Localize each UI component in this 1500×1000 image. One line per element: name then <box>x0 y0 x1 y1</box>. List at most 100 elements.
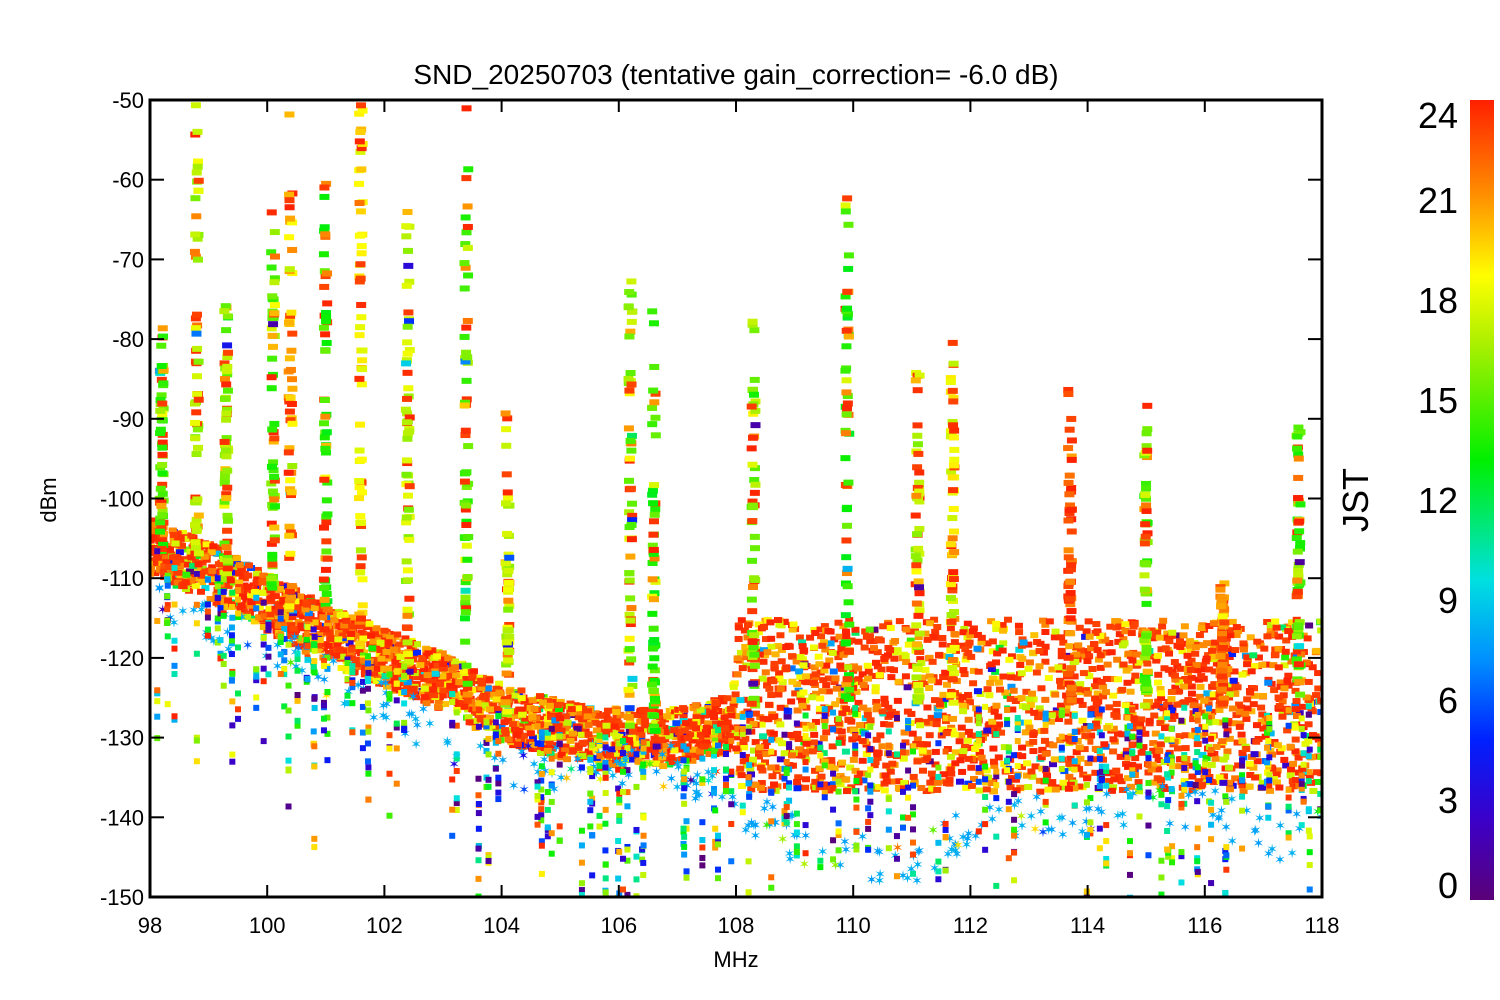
peak-point <box>747 638 758 645</box>
noise-floor-point <box>1179 632 1188 639</box>
peak-point <box>840 202 851 209</box>
noise-floor-point <box>1199 642 1208 649</box>
low-outlier-point: ✶ <box>729 797 741 813</box>
noise-floor-point <box>816 695 825 702</box>
noise-floor-point <box>963 737 972 744</box>
peak-point <box>1063 479 1074 486</box>
noise-floor-point <box>1021 729 1030 736</box>
noise-floor-point <box>1234 762 1243 769</box>
noise-floor-point <box>405 675 414 682</box>
noise-floor-point <box>1094 656 1103 663</box>
peak-point <box>287 219 298 226</box>
low-outlier-point: ✶ <box>984 800 996 816</box>
noise-floor-point <box>901 739 910 746</box>
peak-point <box>266 325 277 332</box>
peak-point <box>843 479 854 486</box>
peak-point <box>750 407 761 414</box>
low-outlier-point: ✶ <box>740 823 752 839</box>
peak-point <box>914 590 925 597</box>
noise-floor-point <box>1072 651 1081 658</box>
noise-floor-point <box>1047 712 1056 719</box>
noise-floor-point <box>1207 761 1216 768</box>
noise-floor-point <box>176 542 185 549</box>
noise-floor-point <box>1225 691 1234 698</box>
low-outlier-point: ✶ <box>1031 790 1043 806</box>
noise-floor-point <box>1036 711 1045 718</box>
peak-point <box>1065 502 1076 509</box>
peak-point <box>192 235 203 242</box>
peak-point <box>912 698 923 705</box>
low-outlier-point: ✶ <box>518 782 530 798</box>
noise-floor-point <box>1039 617 1048 624</box>
peak-point <box>1141 632 1152 639</box>
low-outlier-point: ✶ <box>551 740 563 756</box>
noise-floor-point <box>900 729 909 736</box>
noise-floor-point <box>389 664 398 671</box>
peak-point <box>501 471 512 478</box>
peak-point <box>321 548 332 555</box>
noise-floor-point <box>1038 747 1047 754</box>
noise-floor-point <box>578 727 587 734</box>
noise-floor-point <box>810 731 819 738</box>
peak-point <box>222 363 233 370</box>
noise-floor-point <box>266 611 275 618</box>
noise-floor-point <box>1127 630 1136 637</box>
peak-point <box>357 357 368 364</box>
noise-floor-point <box>923 636 932 643</box>
noise-floor-point <box>1012 787 1021 794</box>
noise-floor-point <box>1074 642 1083 649</box>
peak-point <box>1063 583 1074 590</box>
peak-point <box>157 325 168 332</box>
noise-floor-point <box>602 711 611 718</box>
noise-floor-point <box>680 706 689 713</box>
noise-floor-point <box>1302 659 1311 666</box>
peak-point <box>749 465 760 472</box>
noise-floor-point <box>1250 685 1259 692</box>
peak-point <box>284 234 295 241</box>
noise-floor-point <box>1102 649 1111 656</box>
peak-point <box>1217 613 1228 620</box>
noise-floor-point <box>1275 784 1284 791</box>
peak-point <box>502 571 513 578</box>
peak-point <box>285 477 296 484</box>
noise-floor-point <box>1091 695 1100 702</box>
noise-floor-point <box>420 666 429 673</box>
low-outlier-point: ✶ <box>665 772 677 788</box>
peak-point <box>749 327 760 334</box>
noise-floor-point <box>965 699 974 706</box>
noise-floor-point <box>554 706 563 713</box>
peak-point <box>462 574 473 581</box>
noise-floor-point <box>733 671 742 678</box>
noise-floor-point <box>434 704 443 711</box>
noise-floor-point <box>1156 741 1165 748</box>
noise-floor-point <box>1110 711 1119 718</box>
noise-floor-point <box>1232 624 1241 631</box>
noise-floor-point <box>950 731 959 738</box>
low-outlier-point: ✶ <box>1274 818 1286 834</box>
low-outlier-point: ✶ <box>1117 807 1129 823</box>
peak-point <box>221 381 232 388</box>
noise-floor-point <box>1253 722 1262 729</box>
noise-floor-point <box>544 698 553 705</box>
peak-point <box>949 615 960 622</box>
peak-point <box>747 498 758 505</box>
noise-floor-point <box>1175 638 1184 645</box>
peak-point <box>284 532 295 539</box>
noise-floor-point <box>1153 629 1162 636</box>
low-outlier-point: ✶ <box>410 737 422 753</box>
noise-floor-point <box>1301 740 1310 747</box>
noise-floor-point <box>1052 710 1061 717</box>
noise-floor-point <box>352 661 361 668</box>
peak-point <box>749 696 760 703</box>
peak-point <box>193 187 204 194</box>
noise-floor-point <box>583 713 592 720</box>
peak-point <box>190 419 201 426</box>
noise-floor-point <box>1134 779 1143 786</box>
low-outlier-point: ✶ <box>759 802 771 818</box>
noise-floor-point <box>1112 700 1121 707</box>
noise-floor-point <box>1015 646 1024 653</box>
noise-floor-point <box>679 713 688 720</box>
noise-floor-point <box>430 692 439 699</box>
noise-floor-point <box>423 647 432 654</box>
noise-floor-point <box>798 643 807 650</box>
